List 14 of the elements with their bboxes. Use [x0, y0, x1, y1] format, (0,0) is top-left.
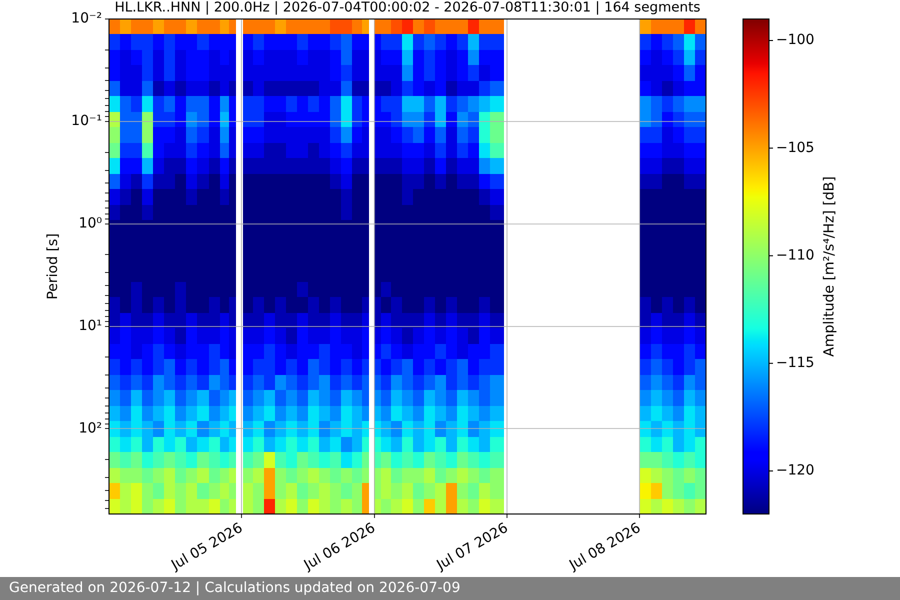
color-bar-label: −105: [776, 140, 814, 156]
y-axis-title: Period [s]: [45, 233, 62, 300]
y-tick-label: 10⁰: [78, 216, 102, 232]
color-bar-label: −120: [776, 462, 814, 479]
color-bar-label: −110: [776, 247, 814, 264]
y-tick-label: 10¹: [78, 318, 102, 334]
y-tick-label: 10⁻²: [71, 10, 102, 27]
y-tick-label: 10²: [78, 420, 102, 436]
color-bar-label: −115: [776, 354, 814, 371]
color-bar-label: −100: [776, 32, 814, 48]
color-bar-title: Amplitude [m²/s⁴/Hz] [dB]: [822, 176, 838, 357]
chart-title: HL.LKR..HNN | 200.0Hz | 2026-07-04T00:00:02 - 2026-07-08T11:30:01 | 164 segments: [114, 0, 700, 16]
y-tick-label: 10⁻¹: [71, 113, 102, 130]
text: Generated on 2026-07-12 | Calculations updated on 2026-07-09: [9, 580, 460, 596]
